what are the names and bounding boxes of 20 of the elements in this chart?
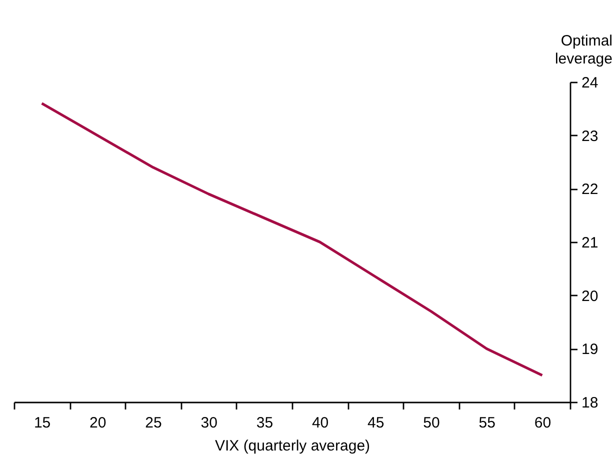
y-tick-label: 24 xyxy=(582,74,598,92)
x-tick-label: 30 xyxy=(200,414,218,432)
y-tick-label: 19 xyxy=(582,341,598,358)
x-tick-label: 35 xyxy=(256,414,274,432)
x-tick-label: 25 xyxy=(145,414,162,432)
y-tick-label: 21 xyxy=(582,234,598,252)
y-tick-label: 22 xyxy=(582,181,598,198)
y-tick-label: 23 xyxy=(582,128,598,145)
x-tick-label: 45 xyxy=(368,414,384,432)
x-tick-label: 15 xyxy=(34,414,51,432)
x-tick-label: 20 xyxy=(90,414,106,432)
x-tick-label: 50 xyxy=(423,414,440,432)
x-axis-title: VIX (quarterly average) xyxy=(214,438,370,454)
x-tick-label: 60 xyxy=(534,414,552,432)
y-tick-label: 20 xyxy=(582,288,598,305)
y-tick-label: 18 xyxy=(582,394,598,412)
x-tick-label: 55 xyxy=(478,414,496,432)
x-tick-label: 40 xyxy=(312,414,329,432)
y-axis-title: Optimal leverage xyxy=(554,32,612,68)
line-series xyxy=(40,102,544,377)
